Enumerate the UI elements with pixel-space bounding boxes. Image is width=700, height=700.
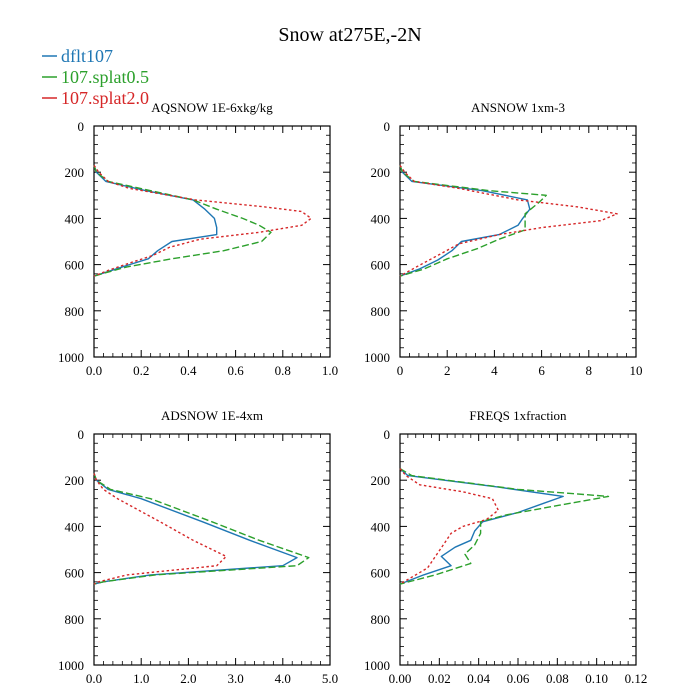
x-tick-label: 0.00 [389, 671, 412, 686]
legend-label-3: 107.splat2.0 [61, 88, 149, 108]
y-tick-label: 400 [65, 519, 85, 534]
panel-1: AQSNOW 1E-6xkg/kg 0.0 0.2 0.4 0.6 0.8 1.0 0 200 4… [58, 100, 338, 378]
x-tick-label: 3.0 [227, 671, 243, 686]
x-tick-label: 0.12 [625, 671, 648, 686]
legend-label-1: dflt107 [61, 46, 113, 66]
y-tick-label: 400 [65, 211, 85, 226]
series-line-107-splat2-0 [93, 164, 312, 277]
x-tick-label: 0.08 [546, 671, 569, 686]
series-line-107-splat2-0 [93, 473, 227, 585]
x-tick-label: 0.0 [86, 363, 102, 378]
y-tick-label: 600 [371, 258, 391, 273]
x-tick-label: 0.6 [227, 363, 244, 378]
plot-frame [93, 125, 331, 358]
x-tick-label: 2 [444, 363, 451, 378]
panel-2: ANSNOW 1xm-3 0 2 4 6 8 10 0 200 400 600 800 1000 [364, 100, 643, 378]
y-tick-label: 600 [65, 258, 85, 273]
series-line-107-splat2-0 [399, 468, 499, 585]
y-tick-label: 1000 [364, 658, 390, 673]
series-line-107-splat0-5 [399, 165, 547, 277]
x-tick-label: 1.0 [133, 671, 149, 686]
x-tick-label: 0.2 [133, 363, 149, 378]
x-tick-label: 0.4 [180, 363, 197, 378]
y-tick-label: 1000 [58, 350, 84, 365]
panel-title: ANSNOW 1xm-3 [471, 100, 565, 115]
y-tick-label: 200 [65, 165, 85, 180]
y-tick-label: 200 [65, 473, 85, 488]
series-line-107-splat0-5 [93, 165, 272, 277]
series-line-107-splat2-0 [399, 164, 618, 277]
x-tick-label: 0.10 [585, 671, 608, 686]
y-tick-label: 0 [384, 119, 391, 134]
y-tick-label: 1000 [58, 658, 84, 673]
x-tick-label: 4 [491, 363, 498, 378]
x-tick-label: 8 [586, 363, 593, 378]
panel-4: FREQS 1xfraction 0.00 0.02 0.04 0.06 0.08 0.10… [364, 408, 647, 686]
legend-label-2: 107.splat0.5 [61, 67, 149, 87]
y-tick-label: 600 [65, 566, 85, 581]
panels: AQSNOW 1E-6xkg/kg0.0 0.2 0.4 0.6 0.8 1.002004… [58, 100, 647, 686]
y-tick-label: 400 [371, 211, 391, 226]
y-tick-label: 800 [371, 304, 391, 319]
x-tick-label: 0.02 [428, 671, 451, 686]
y-tick-label: 400 [371, 519, 391, 534]
panel-title: AQSNOW 1E-6xkg/kg [151, 100, 273, 115]
panel-3: ADSNOW 1E-4xm 0.0 1.0 2.0 3.0 4.0 5.0 0 200 400 60… [58, 408, 338, 686]
y-tick-label: 0 [78, 427, 85, 442]
plot-frame [399, 125, 637, 358]
x-tick-label: 0.0 [86, 671, 102, 686]
y-tick-label: 200 [371, 165, 391, 180]
y-tick-label: 0 [384, 427, 391, 442]
y-tick-label: 200 [371, 473, 391, 488]
panel-title: FREQS 1xfraction [469, 408, 567, 423]
x-tick-label: 0.06 [507, 671, 530, 686]
x-tick-label: 4.0 [275, 671, 291, 686]
x-tick-label: 0 [397, 363, 404, 378]
series-line-107-splat0-5 [399, 467, 610, 585]
y-tick-label: 1000 [364, 350, 390, 365]
y-tick-label: 600 [371, 566, 391, 581]
x-tick-label: 0.04 [467, 671, 490, 686]
y-tick-label: 0 [78, 119, 85, 134]
plot-frame [93, 433, 331, 666]
y-tick-label: 800 [65, 612, 85, 627]
plot-frame [399, 433, 637, 666]
series-line-107-splat0-5 [93, 473, 310, 585]
figure-title: Snow at275E,-2N [278, 24, 421, 46]
series-line-dflt107 [93, 473, 298, 585]
y-tick-label: 800 [65, 304, 85, 319]
x-tick-label: 10 [630, 363, 643, 378]
y-tick-label: 800 [371, 612, 391, 627]
x-tick-label: 1.0 [322, 363, 338, 378]
x-tick-label: 5.0 [322, 671, 338, 686]
x-tick-label: 2.0 [180, 671, 196, 686]
panel-title: ADSNOW 1E-4xm [161, 408, 263, 423]
x-tick-label: 0.8 [275, 363, 291, 378]
x-tick-label: 6 [538, 363, 545, 378]
